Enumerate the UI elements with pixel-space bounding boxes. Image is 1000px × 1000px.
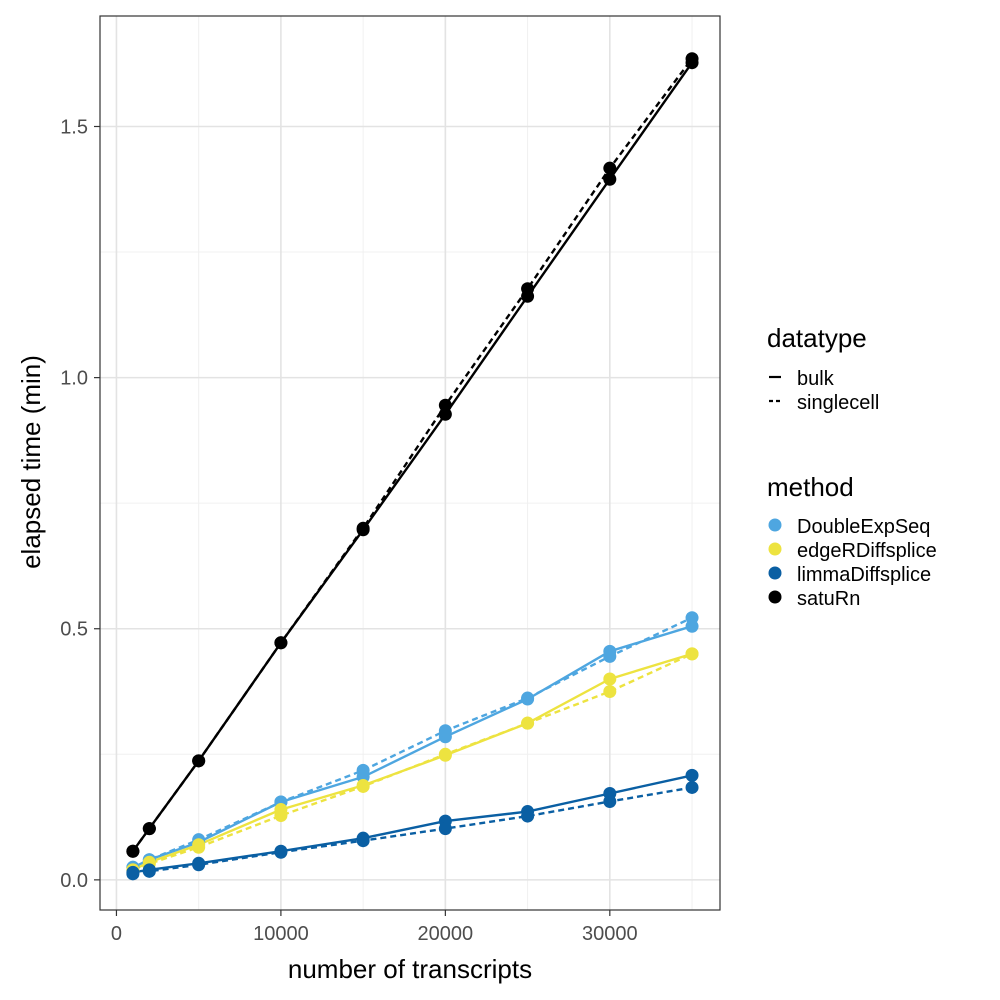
- data-point-saturn-singlecell-8: [685, 52, 699, 66]
- data-point-saturn-singlecell-0: [126, 844, 140, 858]
- data-point-doubleexpseq-singlecell-4: [356, 763, 370, 777]
- data-point-saturn-singlecell-6: [521, 282, 535, 296]
- series-points: [126, 52, 699, 881]
- data-point-limmadiffsplice-singlecell-3: [274, 845, 288, 859]
- y-tick-labels: 0.0 0.5 1.0 1.5: [60, 116, 88, 891]
- data-point-limmadiffsplice-singlecell-4: [356, 834, 370, 848]
- data-point-edgerdiffsplice-singlecell-8: [685, 647, 699, 661]
- data-point-doubleexpseq-singlecell-8: [685, 611, 699, 625]
- data-point-saturn-singlecell-5: [438, 398, 452, 412]
- data-point-doubleexpseq-singlecell-7: [603, 649, 617, 663]
- plot-panel-border: [99, 15, 721, 911]
- x-tick-labels: 0 10000 20000 30000: [111, 923, 638, 945]
- y-axis-title: elapsed time (min): [16, 355, 46, 569]
- data-point-limmadiffsplice-singlecell-7: [603, 795, 617, 809]
- legend-label-edgerdiffsplice: edgeRDiffsplice: [797, 540, 937, 562]
- data-point-limmadiffsplice-singlecell-6: [521, 809, 535, 823]
- legend-key-edgerdiffsplice: [768, 542, 782, 556]
- data-point-edgerdiffsplice-singlecell-2: [192, 840, 206, 854]
- data-point-edgerdiffsplice-singlecell-4: [356, 779, 370, 793]
- x-axis-title: number of transcripts: [288, 954, 532, 984]
- data-point-saturn-singlecell-7: [603, 161, 617, 175]
- x-tick-label-3: 30000: [582, 923, 638, 945]
- x-tick-label-1: 10000: [253, 923, 309, 945]
- legend-key-doubleexpseq: [768, 518, 782, 532]
- data-point-saturn-bulk-5: [438, 407, 452, 421]
- data-point-edgerdiffsplice-singlecell-3: [274, 809, 288, 823]
- data-point-saturn-singlecell-3: [274, 636, 288, 650]
- legend-method: method DoubleExpSeq edgeRDiffsplice limm…: [767, 472, 937, 610]
- data-point-limmadiffsplice-singlecell-0: [126, 867, 140, 881]
- data-point-edgerdiffsplice-bulk-7: [603, 672, 617, 686]
- data-point-doubleexpseq-singlecell-5: [438, 724, 452, 738]
- data-point-limmadiffsplice-singlecell-8: [685, 780, 699, 794]
- legend-method-title: method: [767, 472, 854, 502]
- legend-datatype-title: datatype: [767, 323, 867, 353]
- data-point-saturn-singlecell-2: [192, 754, 206, 768]
- legend-key-saturn: [768, 590, 782, 604]
- legend-key-limmadiffsplice: [768, 566, 782, 580]
- data-point-limmadiffsplice-singlecell-1: [142, 864, 156, 878]
- data-point-saturn-singlecell-4: [356, 521, 370, 535]
- data-point-saturn-bulk-7: [603, 172, 617, 186]
- data-point-edgerdiffsplice-singlecell-6: [521, 716, 535, 730]
- series-line-doubleexpseq-singlecell: [132, 616, 693, 869]
- legend-label-singlecell: singlecell: [797, 392, 879, 414]
- y-tick-label-3: 1.5: [60, 116, 88, 138]
- x-tick-label-0: 0: [111, 923, 122, 945]
- data-point-limmadiffsplice-singlecell-2: [192, 858, 206, 872]
- data-point-limmadiffsplice-singlecell-5: [438, 822, 452, 836]
- legend-label-saturn: satuRn: [797, 588, 860, 610]
- data-point-doubleexpseq-singlecell-6: [521, 691, 535, 705]
- y-tick-label-1: 0.5: [60, 619, 88, 641]
- legend-datatype: datatype bulk singlecell: [767, 323, 879, 414]
- y-tick-label-2: 1.0: [60, 368, 88, 390]
- grid-minor: [100, 16, 720, 910]
- x-tick-label-2: 20000: [418, 923, 474, 945]
- legend-label-limmadiffsplice: limmaDiffsplice: [797, 564, 931, 586]
- data-point-saturn-singlecell-1: [142, 822, 156, 836]
- data-point-edgerdiffsplice-singlecell-5: [438, 747, 452, 761]
- data-point-edgerdiffsplice-singlecell-7: [603, 685, 617, 699]
- y-tick-label-0: 0.0: [60, 870, 88, 892]
- legend-label-bulk: bulk: [797, 368, 835, 390]
- legend-label-doubleexpseq: DoubleExpSeq: [797, 516, 930, 538]
- axis-ticks: [94, 125, 611, 916]
- data-point-limmadiffsplice-bulk-8: [685, 768, 699, 782]
- series-line-saturn-singlecell: [131, 57, 693, 852]
